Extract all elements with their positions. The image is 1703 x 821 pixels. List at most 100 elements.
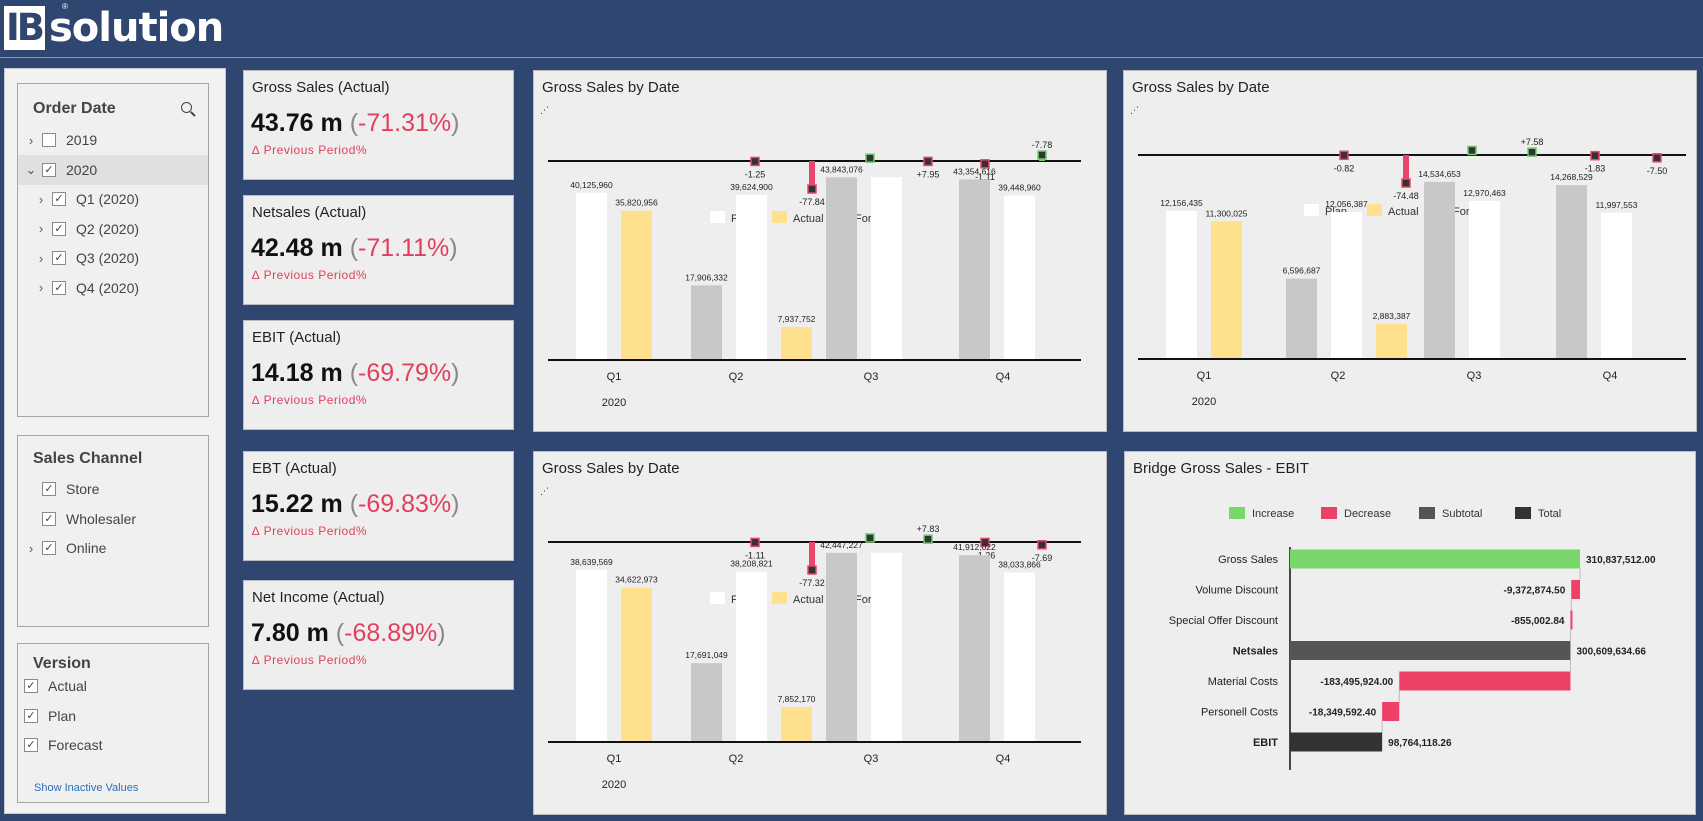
checkbox[interactable]: ✓: [24, 679, 38, 693]
bar-value-label: 7,937,752: [778, 314, 816, 324]
variance-marker: [865, 153, 875, 163]
filter-item-store[interactable]: ✓ Store: [18, 474, 208, 504]
filter-item-actual[interactable]: ✓ Actual: [18, 671, 208, 701]
variance-label: +7.83: [917, 524, 940, 534]
filter-item-wholesaler[interactable]: ✓ Wholesaler: [18, 504, 208, 534]
kpi-paren-open: (: [349, 359, 359, 387]
checkbox[interactable]: ✓: [42, 162, 56, 177]
bridge-row-label: Special Offer Discount: [1169, 615, 1278, 627]
bar-forecast: [959, 179, 990, 360]
kpi-paren-open: (: [335, 619, 345, 647]
bar-forecast: [691, 663, 722, 742]
filter-item-q2-2020[interactable]: › ✓ Q2 (2020): [18, 214, 208, 244]
bridge-chart-svg: Increase Decrease Subtotal Total Gross Sales…: [1169, 507, 1656, 770]
filter-item-label: Forecast: [48, 737, 103, 753]
checkbox[interactable]: ✓: [42, 541, 56, 555]
bridge-bar-total: [1290, 732, 1383, 752]
bridge-row-label: EBIT: [1253, 737, 1278, 749]
filter-item-q3-2020[interactable]: › ✓ Q3 (2020): [18, 243, 208, 273]
filter-item-q1-2020[interactable]: › ✓ Q1 (2020): [18, 184, 208, 214]
filter-item-plan[interactable]: ✓ Plan: [18, 701, 208, 731]
checkbox[interactable]: ✓: [42, 511, 56, 526]
bar-actual: [1211, 221, 1242, 359]
checkbox[interactable]: ✓: [24, 738, 38, 752]
filter-item-2020[interactable]: ⌄ ✓ 2020: [18, 154, 208, 185]
legend-label-subtotal: Subtotal: [1442, 508, 1482, 520]
kpi-title: EBIT (Actual): [252, 329, 341, 346]
legend-swatch-plan: [710, 211, 725, 223]
filter-item-2019[interactable]: › 2019: [18, 125, 208, 155]
variance-marker: [1527, 147, 1537, 157]
chevron-right-icon[interactable]: ›: [38, 191, 44, 207]
checkbox[interactable]: ✓: [42, 482, 56, 496]
version-filter: Version ✓ Actual ✓ Plan ✓ Forecast Show Inact…: [17, 643, 209, 803]
filter-item-label: Q4 (2020): [76, 279, 140, 296]
filter-item-forecast[interactable]: ✓ Forecast: [18, 730, 208, 760]
bar-value-label: 12,970,463: [1463, 188, 1506, 198]
chevron-right-icon[interactable]: ›: [38, 280, 44, 295]
chart-bridge: Bridge Gross Sales - EBIT Increase Decrea…: [1124, 451, 1696, 815]
filter-panel: Order Date › 2019 ⌄ ✓ 2020 › ✓ Q1 (2020) › ✓ Q2 (2…: [4, 68, 226, 814]
bar-plan: [871, 552, 902, 742]
checkbox[interactable]: ✓: [52, 221, 66, 236]
checkbox[interactable]: ✓: [52, 192, 66, 206]
legend-swatch-actual: [772, 211, 787, 223]
checkbox[interactable]: ✓: [24, 708, 38, 723]
variance-label: -77.84: [799, 197, 825, 207]
variance-marker: [1590, 150, 1600, 161]
variance-label: -1.11: [975, 172, 995, 182]
bar-value-label: 11,300,025: [1206, 208, 1248, 218]
kpi-subtitle: ∆ Previous Period%: [252, 143, 368, 157]
kpi-title: EBT (Actual): [252, 460, 337, 477]
logo-registered: ®: [62, 2, 68, 11]
kpi-main-value: 42.48 m: [251, 234, 343, 262]
variance-marker: [980, 159, 990, 169]
checkbox[interactable]: ✓: [52, 280, 66, 295]
category-tick-label: Q3: [864, 753, 879, 765]
chart-settings-icon[interactable]: ⋰: [1130, 105, 1139, 115]
chart-settings-icon[interactable]: ⋰: [540, 105, 549, 115]
chart-settings-icon[interactable]: ⋰: [540, 486, 549, 496]
bar-value-label: 11,997,553: [1596, 200, 1638, 210]
category-tick-label: Q4: [996, 753, 1011, 765]
bridge-value-label: -9,372,874.50: [1504, 586, 1566, 597]
bar-plan: [1601, 212, 1632, 359]
category-tick-label: Q2: [729, 371, 744, 383]
bar-plan: [1004, 195, 1035, 360]
kpi-main-value: 15.22 m: [251, 490, 343, 518]
legend-swatch-actual: [1367, 204, 1382, 216]
filter-item-q4-2020[interactable]: › ✓ Q4 (2020): [18, 273, 208, 303]
bar-plan: [1331, 212, 1362, 359]
bar-value-label: 12,156,435: [1160, 198, 1203, 208]
chevron-right-icon[interactable]: ›: [28, 540, 34, 556]
filter-item-label: 2020: [66, 161, 98, 178]
bar-actual: [1376, 323, 1407, 359]
bridge-bar-decrease: [1571, 580, 1580, 599]
bridge-row-label: Personell Costs: [1201, 707, 1279, 719]
filter-item-label: 2019: [66, 132, 98, 148]
variance-label: -77.32: [799, 578, 825, 588]
kpi-delta-pct: -69.79%: [358, 359, 452, 387]
search-icon[interactable]: [181, 102, 192, 113]
variance-marker: [1037, 150, 1047, 160]
year-label: 2020: [602, 779, 626, 791]
chevron-down-icon[interactable]: ⌄: [25, 161, 37, 177]
filter-item-online[interactable]: › ✓ Online: [18, 533, 208, 563]
quarterly-chart-svg: -0.82-74.48+7.58-1.83-7.50PlanActualFore…: [1138, 137, 1686, 408]
bar-value-label: 17,691,049: [685, 650, 728, 660]
chevron-right-icon[interactable]: ›: [38, 250, 44, 266]
checkbox[interactable]: ✓: [52, 251, 66, 265]
bridge-bar-decrease: [1382, 702, 1400, 721]
legend-label-total: Total: [1538, 508, 1561, 520]
legend-swatch-plan: [710, 592, 725, 604]
variance-label: -7.69: [1032, 553, 1053, 563]
bar-value-label: 40,125,960: [570, 180, 613, 190]
kpi-paren-close: ): [437, 619, 446, 647]
legend-swatch-actual: [772, 592, 787, 604]
bridge-value-label: 98,764,118.26: [1388, 738, 1452, 749]
bar-value-label: 6,596,687: [1283, 266, 1321, 276]
checkbox[interactable]: [42, 133, 56, 147]
show-inactive-values-link[interactable]: Show Inactive Values: [34, 782, 139, 794]
chevron-right-icon[interactable]: ›: [28, 132, 34, 148]
chevron-right-icon[interactable]: ›: [38, 221, 44, 236]
